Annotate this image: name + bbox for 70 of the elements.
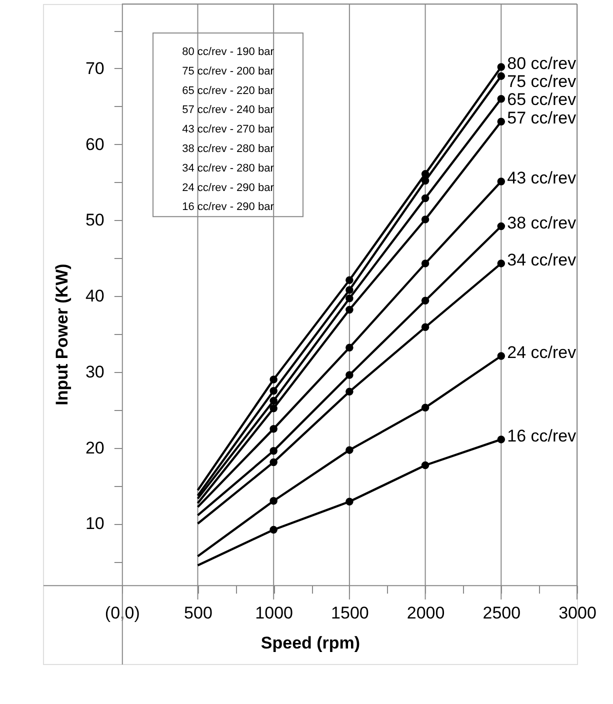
x-tick-label: 2500 xyxy=(482,604,521,623)
point xyxy=(421,194,430,202)
annotation: 24 cc/rev - 290 bar xyxy=(182,182,274,194)
annotation: 43 cc/rev - 270 bar xyxy=(182,124,274,136)
point xyxy=(346,446,354,454)
point xyxy=(497,260,506,268)
point xyxy=(497,118,506,126)
annotation: 57 cc/rev - 240 bar xyxy=(182,104,274,116)
point xyxy=(497,352,506,360)
annotation: 75 cc/rev - 200 bar xyxy=(182,65,274,78)
point xyxy=(421,260,430,268)
point xyxy=(421,170,430,178)
point xyxy=(270,387,278,395)
y-tick-label: 70 xyxy=(85,58,104,78)
annotation: 34 cc/rev - 280 bar xyxy=(182,162,274,174)
point xyxy=(346,371,354,379)
series-label: 16 cc/rev xyxy=(507,426,577,446)
point xyxy=(497,436,506,444)
x-tick-label: (0,0) xyxy=(104,604,140,623)
series-label: 34 cc/rev xyxy=(507,250,577,270)
series-label: 43 cc/rev xyxy=(507,168,577,188)
x-tick-label: 1500 xyxy=(331,604,369,623)
y-axis-title: Input Power (KW) xyxy=(52,264,72,406)
y-tick-label: 50 xyxy=(85,210,104,230)
point xyxy=(421,323,430,332)
series-label: 75 cc/rev xyxy=(507,72,577,91)
point xyxy=(270,424,278,433)
point xyxy=(270,396,278,405)
point xyxy=(497,222,506,230)
series-label: 57 cc/rev xyxy=(507,108,577,128)
point xyxy=(346,388,354,396)
x-tick-label: 1000 xyxy=(255,604,294,623)
point xyxy=(270,526,278,534)
point xyxy=(346,286,354,294)
annotation: 16 cc/rev - 290 bar xyxy=(182,201,274,214)
point xyxy=(497,178,506,186)
point xyxy=(270,458,278,466)
annotation: 80 cc/rev - 190 bar xyxy=(182,46,274,58)
point xyxy=(497,94,506,103)
y-tick-label: 10 xyxy=(85,514,104,534)
x-axis-title: Speed (rpm) xyxy=(260,634,360,653)
point xyxy=(346,276,354,284)
point xyxy=(421,461,430,470)
series-label: 65 cc/rev xyxy=(507,90,577,109)
point xyxy=(497,72,506,80)
point xyxy=(421,404,430,412)
series-label: 80 cc/rev xyxy=(507,54,577,73)
point xyxy=(497,63,506,71)
y-tick-label: 30 xyxy=(85,362,104,382)
x-tick-label: 3000 xyxy=(558,604,596,623)
point xyxy=(270,446,278,455)
point xyxy=(270,404,278,412)
point xyxy=(346,498,354,506)
point xyxy=(346,344,354,352)
y-tick-label: 40 xyxy=(85,286,104,306)
point xyxy=(421,216,430,224)
annotation: 65 cc/rev - 220 bar xyxy=(182,84,274,97)
point xyxy=(346,306,354,314)
point xyxy=(346,294,354,302)
point xyxy=(421,296,430,304)
point xyxy=(270,497,278,505)
x-tick-label: 2000 xyxy=(406,604,445,623)
y-tick-label: 60 xyxy=(85,134,104,154)
x-tick-label: 500 xyxy=(184,604,212,623)
series-label: 38 cc/rev xyxy=(507,213,577,232)
point xyxy=(421,176,430,185)
y-tick-label: 20 xyxy=(85,438,104,458)
series-label: 24 cc/rev xyxy=(507,343,577,362)
annotation: 38 cc/rev - 280 bar xyxy=(182,143,274,155)
point xyxy=(270,376,278,384)
